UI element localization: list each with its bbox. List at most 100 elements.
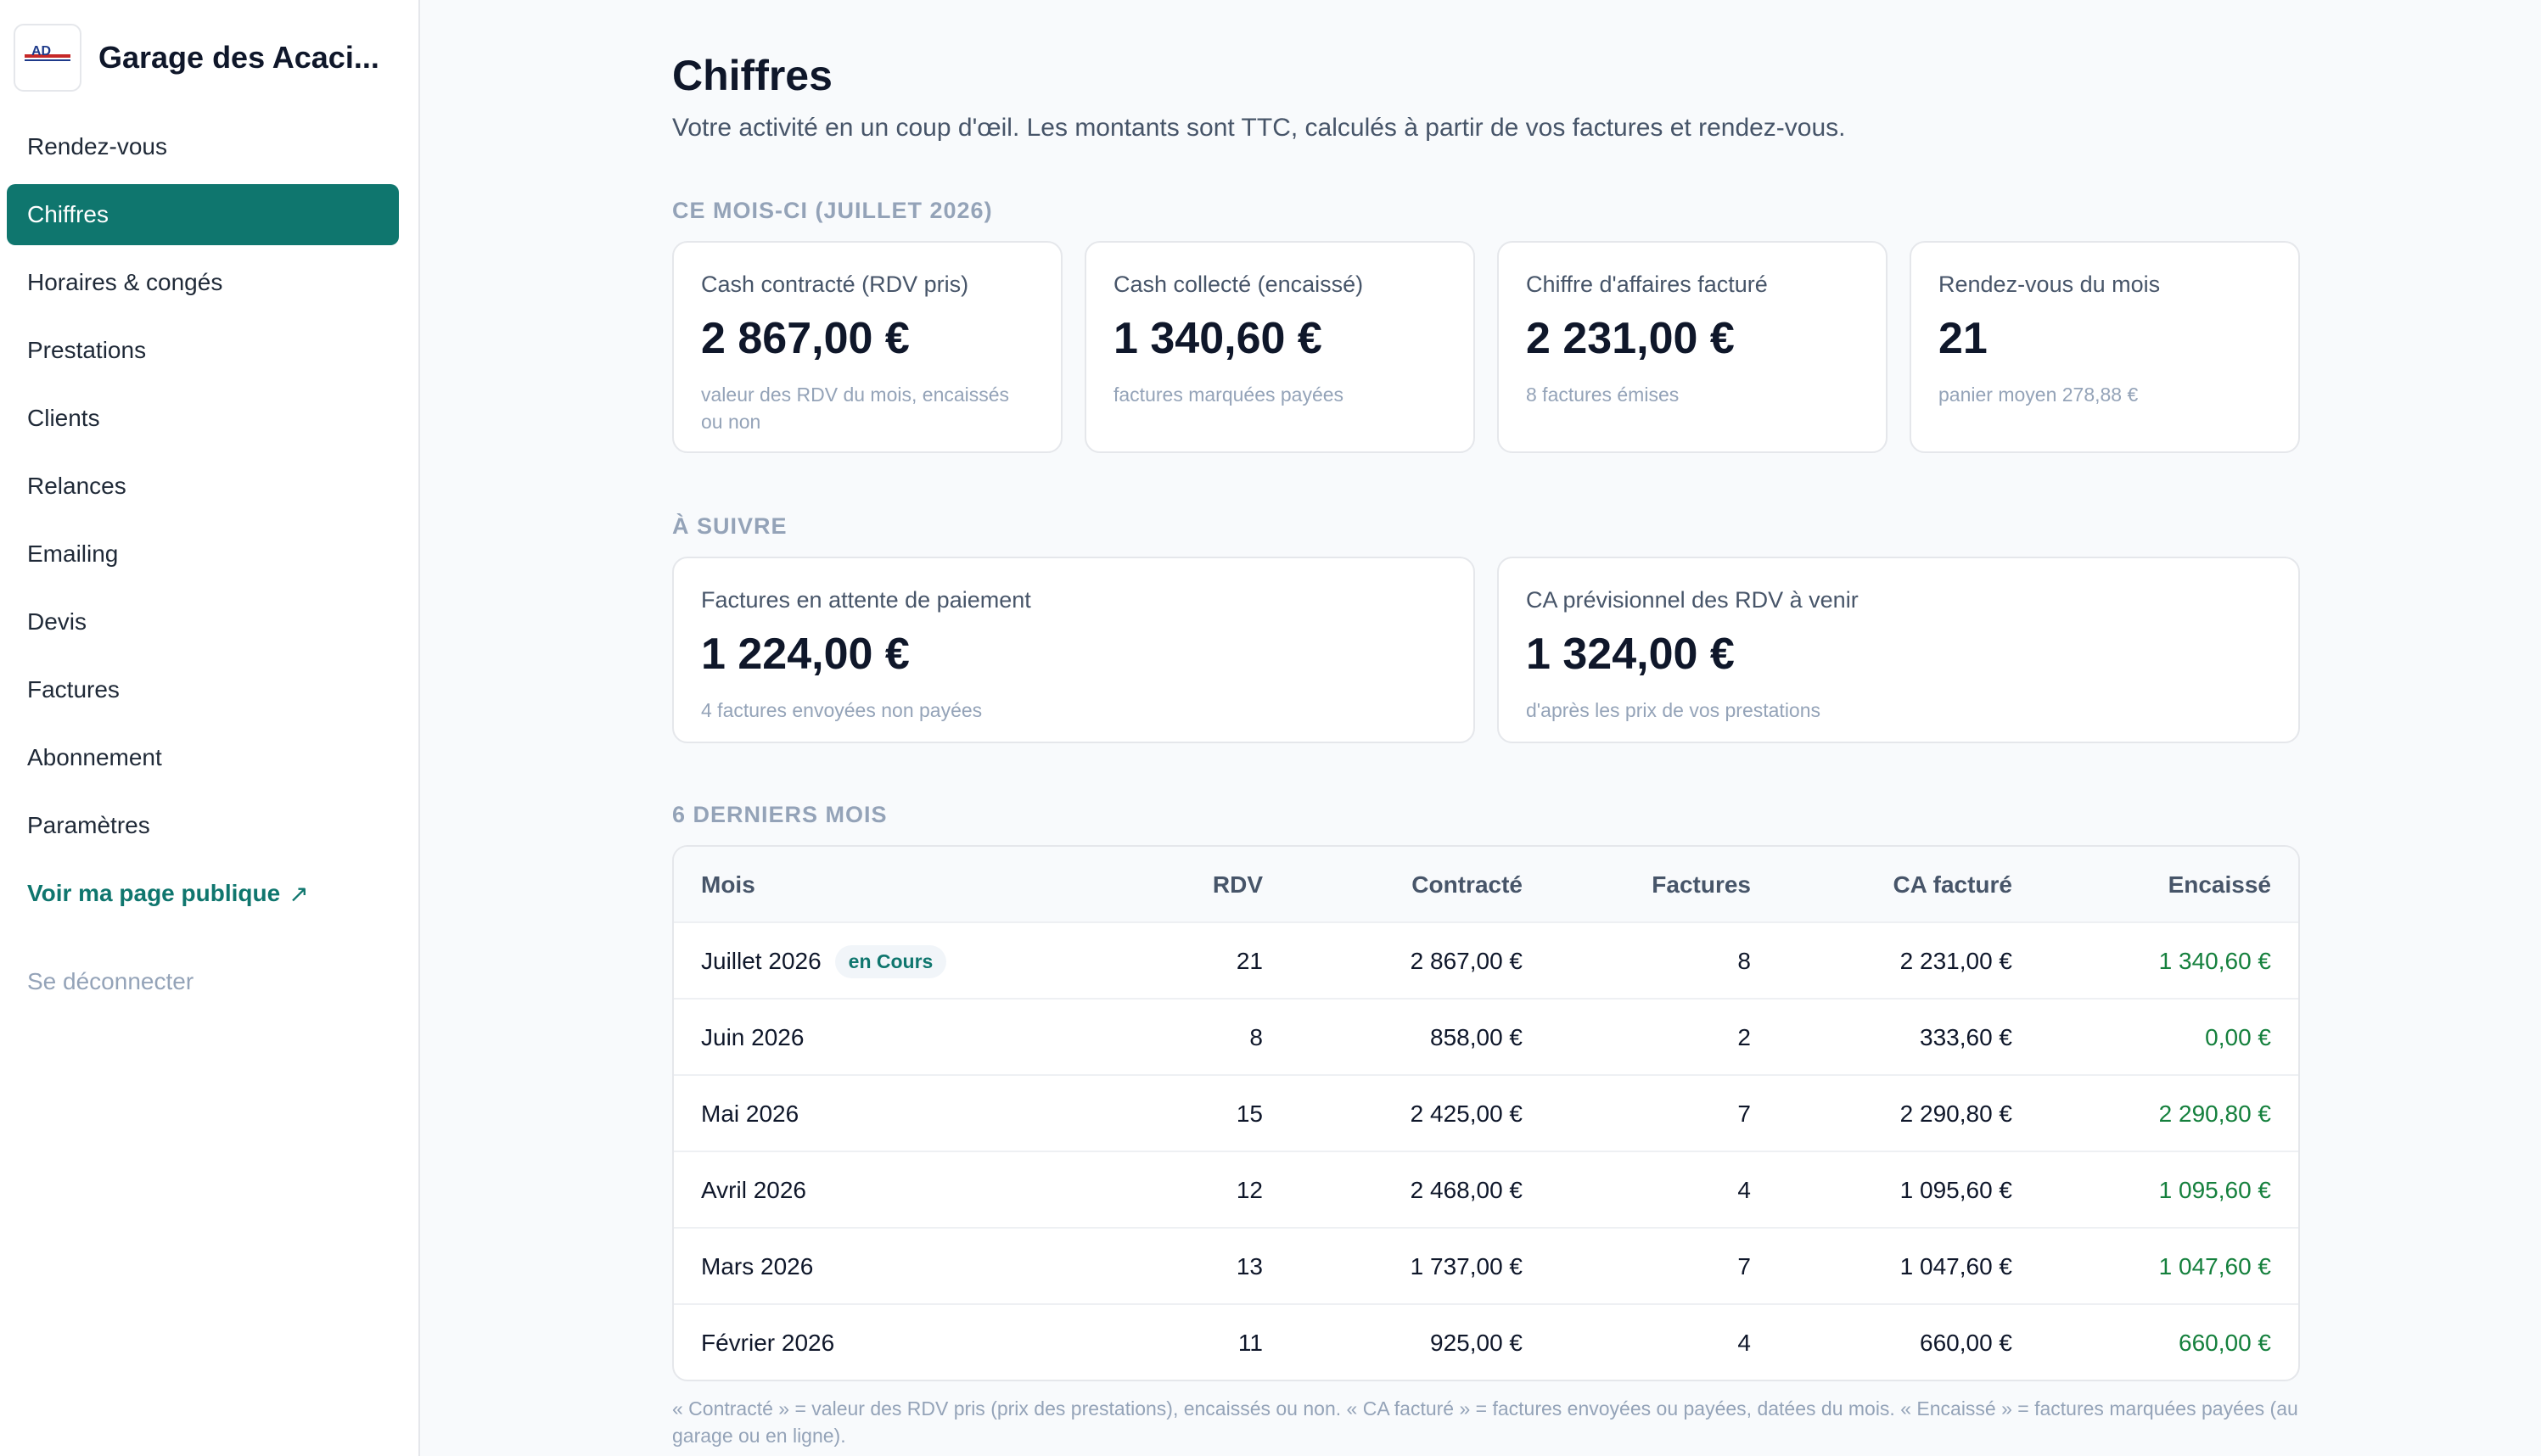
- cell-encaisse: 0,00 €: [2205, 1024, 2271, 1050]
- cell-mois: Juillet 2026 en Cours: [701, 923, 947, 1000]
- table-header-row: Mois RDV Contracté Factures CA facturé E…: [674, 847, 2298, 923]
- cell-rdv: 15: [1236, 1100, 1263, 1127]
- cell-encaisse: 2 290,80 €: [2158, 1100, 2271, 1127]
- kpi-label: Rendez-vous du mois: [1938, 272, 2161, 297]
- cell-factures: 7: [1737, 1253, 1751, 1280]
- section-label-history: 6 DERNIERS MOIS: [672, 802, 888, 827]
- cell-contracte: 2 867,00 €: [1410, 948, 1523, 974]
- cell-ca-facture: 333,60 €: [1920, 1024, 2012, 1050]
- col-header-encaisse: Encaissé: [2168, 871, 2271, 898]
- cell-rdv: 8: [1249, 1024, 1263, 1050]
- cell-factures: 2: [1737, 1024, 1751, 1050]
- cell-encaisse: 1 047,60 €: [2158, 1253, 2271, 1280]
- col-header-mois: Mois: [701, 871, 755, 898]
- col-header-factures: Factures: [1652, 871, 1751, 898]
- cell-contracte: 2 468,00 €: [1410, 1177, 1523, 1203]
- cell-ca-facture: 2 290,80 €: [1899, 1100, 2012, 1127]
- kpi-hint: 8 factures émises: [1526, 384, 1680, 406]
- garage-name: Garage des Acaci...: [98, 40, 379, 75]
- col-header-ca-facture: CA facturé: [1893, 871, 2012, 898]
- kpi-card-ca-facture: Chiffre d'affaires facturé 2 231,00 € 8 …: [1497, 241, 1888, 453]
- table-footnote: « Contracté » = valeur des RDV pris (pri…: [672, 1397, 2298, 1447]
- table-row: Mars 2026 13 1 737,00 € 7 1 047,60 € 1 0…: [674, 1229, 2298, 1305]
- cell-rdv: 11: [1237, 1330, 1263, 1356]
- kpi-label: Cash contracté (RDV pris): [701, 272, 969, 297]
- table-row: Juillet 2026 en Cours 21 2 867,00 € 8 2 …: [674, 923, 2298, 1000]
- cell-mois: Février 2026: [701, 1330, 835, 1356]
- garage-logo-icon: AD: [25, 44, 70, 61]
- section-label-month: CE MOIS-CI (JUILLET 2026): [672, 198, 993, 223]
- kpi-card-factures-attente: Factures en attente de paiement 1 224,00…: [672, 557, 1475, 743]
- kpi-value: 1 324,00 €: [1526, 630, 1735, 679]
- table-row: Février 2026 11 925,00 € 4 660,00 € 660,…: [674, 1305, 2298, 1380]
- garage-logo: AD: [14, 24, 81, 92]
- cell-rdv: 12: [1236, 1177, 1263, 1203]
- sidebar: AD Garage des Acaci... Rendez-vous Chiff…: [0, 0, 420, 1456]
- sidebar-nav: Rendez-vous Chiffres Horaires & congés P…: [7, 116, 399, 1019]
- cell-contracte: 925,00 €: [1430, 1330, 1523, 1356]
- sidebar-item-prestations[interactable]: Prestations: [27, 337, 147, 363]
- kpi-label: CA prévisionnel des RDV à venir: [1526, 587, 1859, 613]
- table-row: Avril 2026 12 2 468,00 € 4 1 095,60 € 1 …: [674, 1152, 2298, 1229]
- cell-ca-facture: 660,00 €: [1920, 1330, 2012, 1356]
- brand[interactable]: AD Garage des Acaci...: [14, 24, 387, 92]
- kpi-value: 1 340,60 €: [1113, 314, 1322, 363]
- kpi-value: 1 224,00 €: [701, 630, 910, 679]
- sidebar-item-devis[interactable]: Devis: [27, 608, 87, 635]
- kpi-hint: 4 factures envoyées non payées: [701, 699, 983, 721]
- cell-ca-facture: 1 095,60 €: [1899, 1177, 2012, 1203]
- table-row: Juin 2026 8 858,00 € 2 333,60 € 0,00 €: [674, 1000, 2298, 1076]
- kpi-label: Cash collecté (encaissé): [1113, 272, 1364, 297]
- kpi-value: 2 231,00 €: [1526, 314, 1735, 363]
- sidebar-item-relances[interactable]: Relances: [27, 473, 126, 499]
- cell-rdv: 21: [1236, 948, 1263, 974]
- sidebar-item-factures[interactable]: Factures: [27, 676, 120, 703]
- kpi-hint: factures marquées payées: [1113, 384, 1344, 406]
- cell-factures: 8: [1737, 948, 1751, 974]
- sidebar-item-horaires[interactable]: Horaires & congés: [27, 269, 223, 295]
- cell-ca-facture: 1 047,60 €: [1899, 1253, 2012, 1280]
- cell-contracte: 1 737,00 €: [1410, 1253, 1523, 1280]
- col-header-contracte: Contracté: [1411, 871, 1523, 898]
- kpi-label: Chiffre d'affaires facturé: [1526, 272, 1768, 297]
- sidebar-item-parametres[interactable]: Paramètres: [27, 812, 150, 838]
- public-page-link[interactable]: Voir ma page publique ↗: [7, 863, 399, 924]
- col-header-rdv: RDV: [1212, 871, 1263, 898]
- current-month-badge: en Cours: [834, 944, 947, 978]
- external-link-icon: ↗: [289, 880, 309, 907]
- kpi-hint: panier moyen 278,88 €: [1938, 384, 2139, 406]
- sidebar-item-chiffres[interactable]: Chiffres: [7, 184, 399, 245]
- page-subtitle: Votre activité en un coup d'œil. Les mon…: [672, 114, 1846, 142]
- cell-mois: Mars 2026: [701, 1253, 814, 1280]
- cell-contracte: 858,00 €: [1430, 1024, 1523, 1050]
- cell-factures: 7: [1737, 1100, 1751, 1127]
- logout-button[interactable]: Se déconnecter: [27, 968, 194, 994]
- cell-factures: 4: [1737, 1177, 1751, 1203]
- section-label-follow: À SUIVRE: [672, 513, 788, 539]
- kpi-card-rendez-vous: Rendez-vous du mois 21 panier moyen 278,…: [1910, 241, 2300, 453]
- kpi-value: 2 867,00 €: [701, 314, 910, 363]
- sidebar-item-rendez-vous[interactable]: Rendez-vous: [27, 133, 167, 160]
- cell-ca-facture: 2 231,00 €: [1899, 948, 2012, 974]
- cell-rdv: 13: [1236, 1253, 1263, 1280]
- table-row: Mai 2026 15 2 425,00 € 7 2 290,80 € 2 29…: [674, 1076, 2298, 1152]
- page-title: Chiffres: [672, 52, 833, 99]
- sidebar-item-abonnement[interactable]: Abonnement: [27, 744, 162, 770]
- kpi-label: Factures en attente de paiement: [701, 587, 1031, 613]
- cell-contracte: 2 425,00 €: [1410, 1100, 1523, 1127]
- cell-encaisse: 1 095,60 €: [2158, 1177, 2271, 1203]
- sidebar-item-emailing[interactable]: Emailing: [27, 540, 119, 567]
- cell-mois: Mai 2026: [701, 1100, 799, 1127]
- history-table: Mois RDV Contracté Factures CA facturé E…: [672, 845, 2300, 1381]
- cell-mois: Avril 2026: [701, 1177, 807, 1203]
- cell-factures: 4: [1737, 1330, 1751, 1356]
- kpi-value: 21: [1938, 314, 1988, 363]
- kpi-hint: d'après les prix de vos prestations: [1526, 699, 1821, 721]
- sidebar-item-clients[interactable]: Clients: [27, 405, 100, 431]
- kpi-card-ca-previsionnel: CA prévisionnel des RDV à venir 1 324,00…: [1497, 557, 2300, 743]
- cell-mois: Juin 2026: [701, 1024, 805, 1050]
- cell-encaisse: 660,00 €: [2179, 1330, 2271, 1356]
- public-page-label: Voir ma page publique: [27, 880, 281, 906]
- cell-encaisse: 1 340,60 €: [2158, 948, 2271, 974]
- kpi-card-cash-collecte: Cash collecté (encaissé) 1 340,60 € fact…: [1085, 241, 1475, 453]
